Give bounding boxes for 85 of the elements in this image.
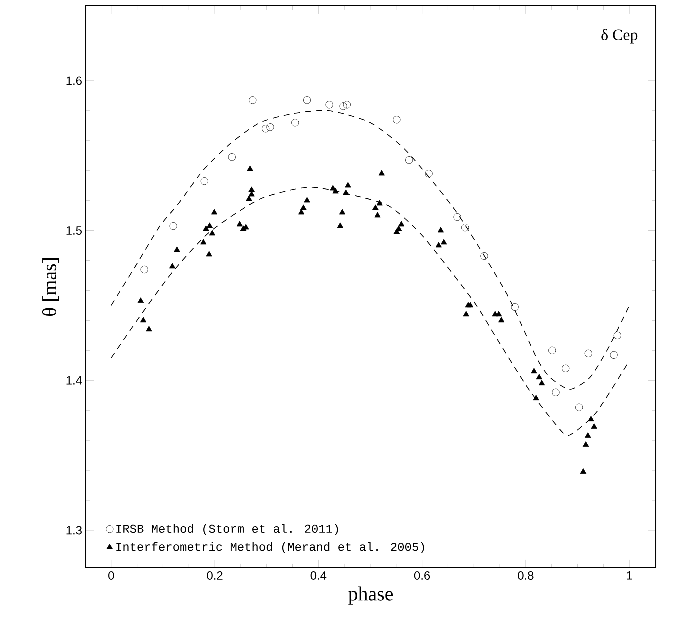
point bbox=[211, 209, 218, 215]
point bbox=[339, 209, 346, 215]
point bbox=[562, 364, 570, 372]
point bbox=[440, 239, 448, 245]
x-tick-label: 0 bbox=[108, 572, 114, 580]
x-tick-label: 0.2 bbox=[207, 572, 223, 580]
point bbox=[531, 368, 538, 374]
x-tick-label: 0.8 bbox=[518, 572, 534, 580]
point bbox=[406, 156, 414, 164]
point bbox=[582, 442, 590, 447]
legend-label: Interferometric Method (Merand et al. 2005) bbox=[116, 542, 424, 554]
point bbox=[262, 125, 270, 133]
point bbox=[303, 96, 312, 104]
x-axis-title: phase bbox=[348, 586, 394, 605]
y-tick-label: 1.3 bbox=[66, 526, 82, 535]
point bbox=[200, 178, 208, 186]
point bbox=[146, 326, 152, 332]
point bbox=[200, 239, 207, 245]
point bbox=[300, 204, 307, 210]
point bbox=[496, 311, 502, 317]
point bbox=[436, 242, 442, 248]
y-tick-label: 1.6 bbox=[66, 76, 82, 86]
point bbox=[170, 222, 178, 230]
point bbox=[552, 388, 560, 396]
point bbox=[576, 404, 584, 412]
point bbox=[140, 266, 148, 274]
point bbox=[304, 197, 310, 203]
point bbox=[584, 432, 592, 438]
point bbox=[332, 188, 339, 194]
point bbox=[480, 252, 488, 260]
point bbox=[591, 424, 598, 430]
point bbox=[174, 246, 180, 252]
point bbox=[538, 380, 546, 386]
point bbox=[248, 186, 255, 192]
point bbox=[203, 226, 210, 232]
point bbox=[425, 170, 433, 178]
point bbox=[398, 221, 405, 227]
point bbox=[580, 468, 587, 474]
point bbox=[206, 251, 212, 257]
point bbox=[462, 224, 470, 232]
legend-label: IRSB Method (Storm et al. 2011) bbox=[116, 524, 338, 536]
point bbox=[140, 317, 147, 323]
point bbox=[236, 221, 244, 227]
point bbox=[343, 190, 350, 196]
point bbox=[393, 116, 401, 124]
point bbox=[378, 170, 386, 176]
point bbox=[340, 102, 348, 110]
point bbox=[614, 332, 622, 340]
point bbox=[343, 101, 351, 109]
point bbox=[169, 263, 176, 269]
point bbox=[536, 374, 543, 380]
point bbox=[588, 416, 594, 422]
point bbox=[454, 214, 462, 222]
point bbox=[209, 230, 216, 236]
point bbox=[345, 182, 352, 188]
point bbox=[376, 200, 383, 206]
point bbox=[228, 154, 236, 162]
annotation: δ Cep bbox=[602, 29, 638, 44]
point bbox=[498, 317, 505, 323]
point bbox=[206, 222, 213, 228]
point bbox=[337, 222, 344, 228]
point bbox=[292, 119, 300, 127]
y-axis-title: θ [mas] bbox=[42, 258, 60, 316]
point bbox=[247, 166, 254, 172]
point bbox=[298, 209, 305, 215]
point bbox=[374, 212, 381, 218]
point bbox=[326, 101, 334, 109]
y-tick-label: 1.4 bbox=[66, 376, 82, 385]
point bbox=[266, 124, 274, 132]
x-tick-label: 0.6 bbox=[414, 572, 430, 580]
point bbox=[246, 196, 252, 202]
x-tick-label: 1 bbox=[627, 572, 632, 580]
point bbox=[511, 303, 519, 311]
point bbox=[249, 96, 257, 104]
point bbox=[548, 346, 556, 354]
x-tick-label: 0.4 bbox=[310, 572, 327, 580]
point bbox=[584, 350, 592, 358]
point bbox=[438, 227, 444, 233]
point bbox=[372, 204, 379, 210]
point bbox=[463, 311, 470, 317]
point bbox=[394, 228, 400, 234]
point bbox=[533, 395, 540, 401]
point bbox=[138, 298, 144, 304]
point bbox=[610, 351, 618, 359]
y-tick-label: 1.5 bbox=[66, 226, 82, 235]
